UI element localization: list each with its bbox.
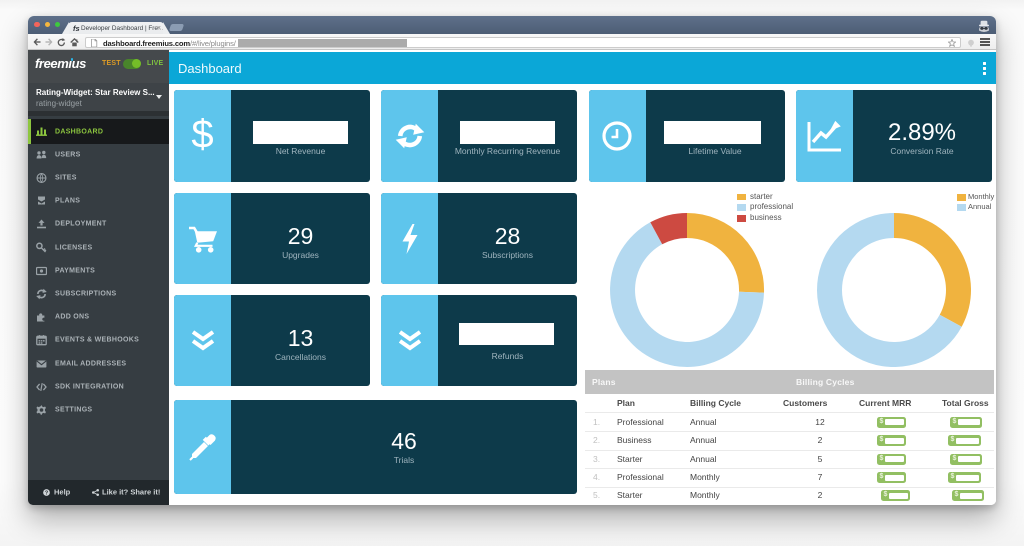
svg-text:?: ? <box>44 490 47 496</box>
